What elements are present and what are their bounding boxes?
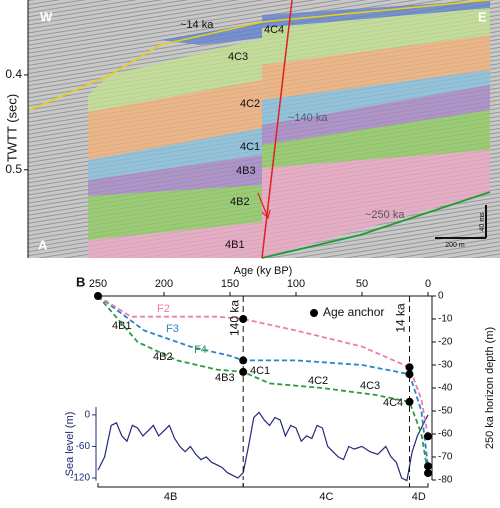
unit-4c2	[88, 80, 262, 160]
period-bracket	[242, 483, 411, 488]
x-tick-label: 50	[356, 278, 368, 290]
unit-4b3-east	[262, 85, 490, 145]
y-tick-label: -10	[438, 314, 453, 325]
sea-level-line	[97, 411, 429, 482]
unit-4b3	[88, 155, 262, 196]
west-label: W	[40, 9, 53, 24]
x-tick-label: 200	[155, 278, 173, 290]
period-label: 4C	[319, 491, 333, 503]
unit-label: 4C3	[228, 51, 248, 63]
horizon-label: ~140 ka	[288, 112, 328, 124]
unit-4c1-east	[262, 70, 490, 125]
y2-tick-label: -120	[70, 473, 90, 484]
unit-4b1-east	[262, 150, 490, 258]
age-anchor	[239, 315, 248, 323]
unit-label: 4B3	[236, 165, 256, 177]
age-anchor	[424, 432, 432, 441]
age-anchor	[424, 469, 432, 478]
x-tick-label: 250	[89, 278, 107, 290]
age-anchor	[94, 292, 102, 300]
x-tick-label: 100	[287, 278, 305, 290]
horizon-label: 4B3	[215, 372, 235, 384]
y-tick-label: 0	[438, 291, 444, 302]
y-tick-label: -40	[438, 383, 453, 394]
age-anchor	[405, 397, 414, 406]
fault-arrow	[257, 192, 269, 219]
unit-label: 4B1	[225, 239, 245, 251]
age-anchor	[405, 370, 414, 379]
age-anchor	[424, 462, 432, 471]
unit-4b2-east	[262, 110, 490, 168]
scale-label: 40 ms	[479, 212, 486, 232]
horizon-250ka	[261, 191, 491, 259]
y-tick-label: -30	[438, 360, 453, 371]
legend-marker	[310, 309, 318, 317]
period-label: 4B	[164, 491, 177, 503]
y2-tick-label: 0	[84, 410, 90, 421]
y-tick-label: -20	[438, 337, 453, 348]
horizon-label: 4C2	[308, 375, 328, 387]
y-tick-label: 0.4	[5, 67, 22, 81]
unit-4c1	[88, 128, 262, 180]
horizon-line	[97, 295, 429, 467]
legend-label: Age anchor	[323, 305, 384, 319]
horizon-14ka	[29, 0, 491, 111]
fault-arrowhead	[261, 209, 271, 220]
east-label: E	[478, 9, 487, 24]
marker-label: 14 ka	[394, 303, 408, 333]
horizon-line	[97, 295, 429, 474]
y-axis-title: TWTT (sec)	[4, 94, 19, 162]
unit-label: 4C4	[264, 24, 284, 36]
unit-4c4-east	[262, 0, 490, 28]
y-axis-title: 250 ka horizon depth (m)	[484, 327, 496, 449]
horizon-label: 4C4	[383, 397, 403, 409]
horizon-label: 4C1	[250, 365, 270, 377]
unit-4c2-east	[262, 35, 490, 100]
scale-label: 200 m	[445, 242, 465, 249]
horizon-label: 4B1	[112, 320, 132, 332]
y-tick-label: -50	[438, 406, 453, 417]
unit-4b2	[88, 185, 262, 240]
x-tick-label: 0	[425, 278, 431, 290]
period-bracket	[97, 483, 244, 488]
panel-label: B	[76, 274, 85, 289]
y2-tick-label: -60	[76, 441, 91, 452]
x-axis-title: Age (ky BP)	[234, 265, 293, 277]
horizon-label: ~250 ka	[365, 209, 405, 221]
horizon-label: 4B2	[153, 351, 173, 363]
unit-label: 4C2	[240, 98, 260, 110]
unit-4c3-east	[262, 8, 490, 65]
chart-panel: B Age (ky BP) 4B1 4B2 4B3 4C1 4C2 4C3 4C…	[64, 265, 496, 503]
unit-label: 4B2	[230, 196, 250, 208]
series-label: F2	[157, 303, 170, 315]
x-tick-label: 150	[221, 278, 239, 290]
age-anchor	[239, 367, 248, 376]
y-tick-label: 0.5	[5, 162, 22, 176]
horizon-label: 4C3	[360, 380, 380, 392]
unit-4b1	[88, 222, 262, 258]
period-label: 4D	[412, 491, 426, 503]
marker-label: 140 ka	[227, 300, 241, 336]
horizon-label: ~14 ka	[180, 19, 214, 31]
series-label: F3	[166, 323, 179, 335]
series-label: F4	[194, 344, 207, 356]
age-anchor	[239, 356, 248, 365]
panel-label: A	[38, 237, 48, 252]
y-tick-label: -80	[438, 475, 453, 486]
age-anchor	[405, 363, 414, 372]
y-tick-label: -60	[438, 429, 453, 440]
period-bracket	[409, 483, 429, 488]
unit-label: 4C1	[240, 141, 260, 153]
seismic-panel: W E A ~14 ka ~140 ka ~250 ka 4C4 4C3 4C2…	[4, 0, 500, 259]
unit-4c3	[88, 38, 262, 112]
y-tick-label: -70	[438, 452, 453, 463]
horizon-line	[97, 295, 429, 437]
y2-axis-title: Sea level (m)	[64, 412, 76, 477]
